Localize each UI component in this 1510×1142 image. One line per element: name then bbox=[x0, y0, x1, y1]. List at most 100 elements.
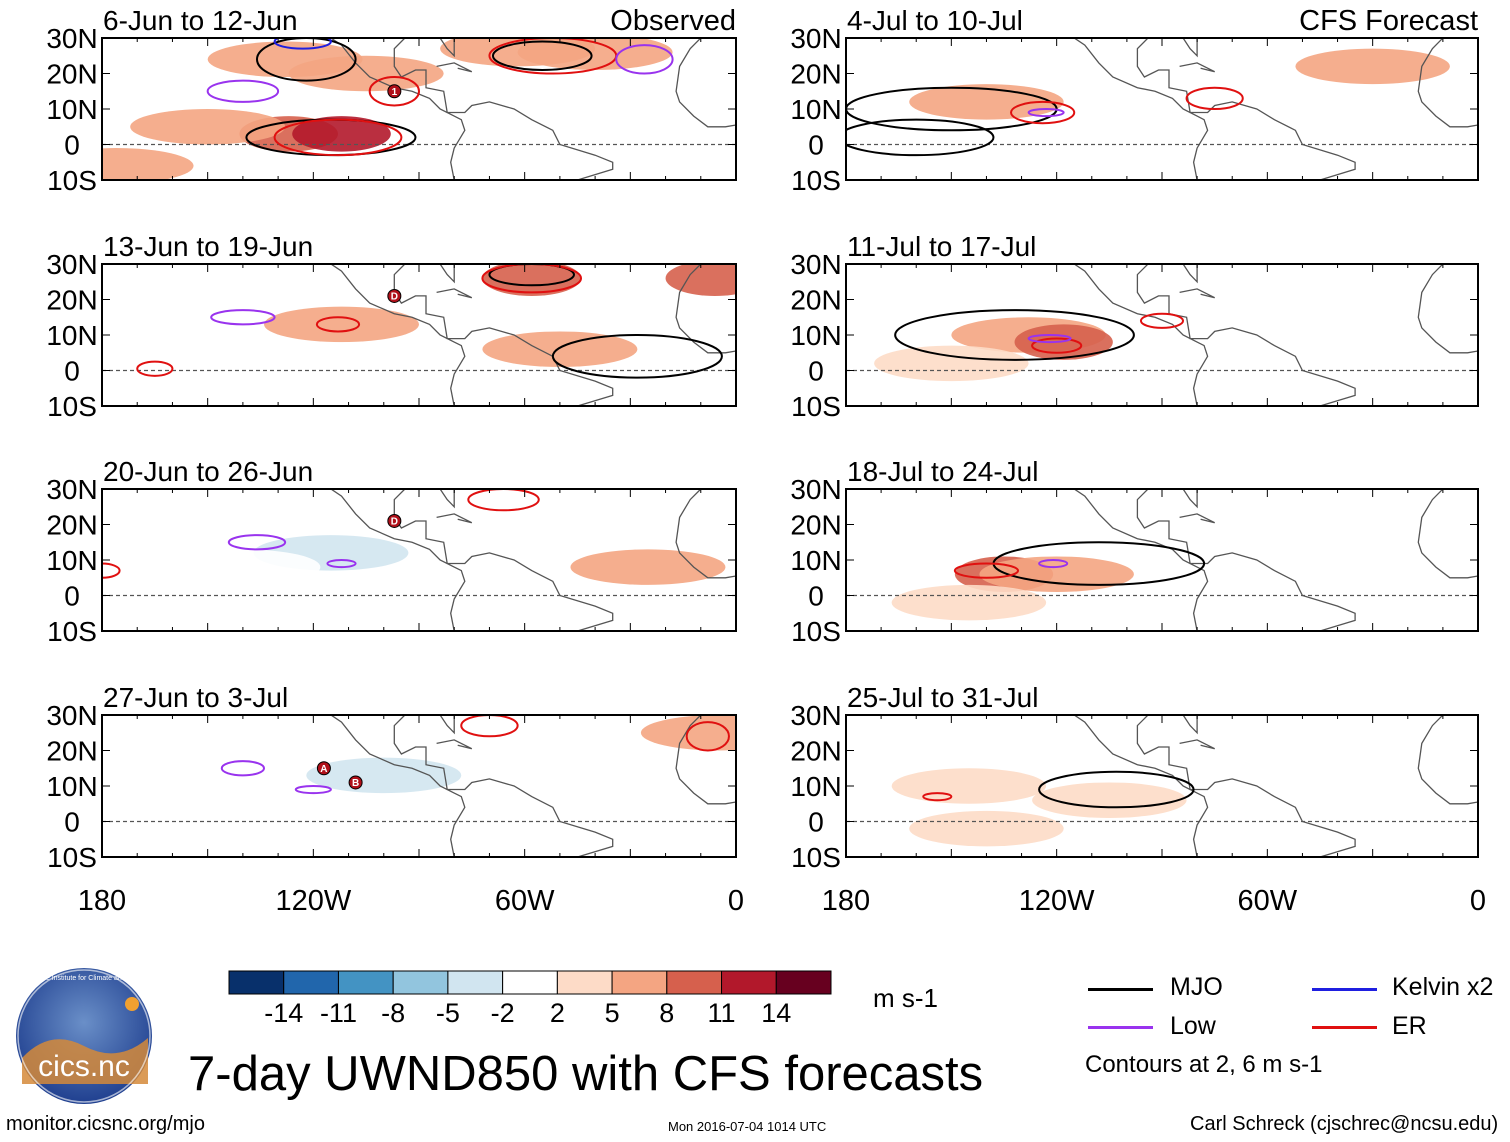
coastline bbox=[1417, 38, 1478, 128]
y-tick-label: 10N bbox=[790, 94, 841, 125]
anomaly-blob bbox=[891, 584, 1047, 621]
y-tick-label: 20N bbox=[790, 59, 841, 90]
anomaly-blob bbox=[165, 549, 321, 585]
site-url[interactable]: monitor.cicsnc.org/mjo bbox=[6, 1113, 205, 1135]
anomaly-blob bbox=[1032, 782, 1187, 818]
colorbar-tick-label: 11 bbox=[708, 998, 736, 1028]
panel-1-2: 30N 20N 10N 0 10S 18-Jul to 24-Jul bbox=[790, 456, 1479, 647]
contour-mjo bbox=[551, 334, 723, 379]
coastline bbox=[1417, 489, 1478, 579]
y-tick-label: 10S bbox=[791, 165, 841, 196]
colorbar-tick-label: 14 bbox=[761, 998, 791, 1028]
panel-1-1: 30N 20N 10N 0 10S 11-Jul to 17-Jul bbox=[790, 231, 1479, 422]
x-tick-label: 0 bbox=[1470, 885, 1486, 917]
legend-line-kelvin bbox=[1312, 988, 1377, 991]
cicsnc-logo: Cooperative Institute for Climate and Sa… bbox=[10, 966, 160, 1106]
y-tick-label: 20N bbox=[46, 59, 97, 90]
coastline bbox=[436, 739, 473, 750]
y-tick-label: 30N bbox=[790, 700, 841, 731]
contour-low bbox=[1027, 108, 1065, 118]
contour-low bbox=[206, 79, 280, 103]
coastline bbox=[675, 38, 736, 128]
anomaly-blob bbox=[909, 810, 1064, 847]
coastline bbox=[278, 489, 614, 631]
y-tick-label: 30N bbox=[46, 474, 97, 505]
legend-label-mjo: MJO bbox=[1170, 973, 1223, 1001]
y-tick-label: 10N bbox=[46, 94, 97, 125]
anomaly-blob bbox=[447, 786, 603, 822]
coastline bbox=[1417, 264, 1478, 354]
coastline bbox=[1021, 38, 1356, 180]
panel-background bbox=[846, 264, 1478, 406]
coastline bbox=[675, 715, 736, 805]
anomaly-blob bbox=[979, 556, 1134, 592]
colorbar-swatch bbox=[611, 970, 668, 995]
y-tick-label: 0 bbox=[808, 356, 824, 387]
legend-label-low: Low bbox=[1170, 1012, 1216, 1040]
anomaly-blob bbox=[570, 549, 726, 585]
storm-marker bbox=[387, 513, 402, 528]
panel-date-label: 6-Jun to 12-Jun bbox=[103, 5, 298, 36]
y-tick-label: 10S bbox=[791, 391, 841, 422]
colorbar-tick-label: -8 bbox=[381, 998, 405, 1028]
panel-date-label: 20-Jun to 26-Jun bbox=[103, 456, 313, 487]
panel-date-label: 25-Jul to 31-Jul bbox=[847, 682, 1038, 713]
y-tick-label: 10S bbox=[791, 842, 841, 873]
contour-low bbox=[210, 309, 276, 326]
colorbar-swatch bbox=[502, 970, 558, 995]
colorbar-tick-label: -2 bbox=[491, 998, 515, 1028]
y-tick-label: 30N bbox=[790, 23, 841, 54]
storm-label: 1 bbox=[392, 87, 398, 98]
colorbar-swatch bbox=[721, 970, 777, 995]
panel-date-label: 4-Jul to 10-Jul bbox=[847, 5, 1023, 36]
y-tick-label: 0 bbox=[64, 130, 80, 161]
column-header: Observed bbox=[610, 5, 736, 37]
anomaly-blob bbox=[271, 342, 427, 378]
colorbar-tick-label: 2 bbox=[550, 998, 565, 1028]
storm-label: D bbox=[391, 516, 398, 527]
panel-date-label: 18-Jul to 24-Jul bbox=[847, 456, 1038, 487]
x-tick-label: 180 bbox=[822, 885, 870, 917]
y-tick-label: 10S bbox=[791, 616, 841, 647]
y-tick-label: 20N bbox=[46, 510, 97, 541]
coastline bbox=[1179, 288, 1215, 299]
y-tick-label: 0 bbox=[64, 581, 80, 612]
contour-er bbox=[467, 489, 540, 512]
panel-1-3: 30N 20N 10N 0 10S 25-Jul to 31-Jul bbox=[790, 682, 1479, 873]
legend-line-er bbox=[1312, 1026, 1377, 1029]
anomaly-blob bbox=[165, 264, 321, 296]
y-tick-label: 0 bbox=[64, 356, 80, 387]
y-tick-label: 10S bbox=[47, 616, 97, 647]
contour-low bbox=[1038, 559, 1069, 569]
y-tick-label: 20N bbox=[46, 285, 97, 316]
colorbar-swatch bbox=[283, 970, 339, 995]
contour-er bbox=[685, 721, 730, 752]
panel-date-label: 13-Jun to 19-Jun bbox=[103, 231, 313, 262]
contour-er bbox=[1139, 312, 1185, 329]
anomaly-blob bbox=[640, 715, 736, 751]
anomaly-blob bbox=[306, 757, 462, 794]
storm-marker bbox=[348, 775, 363, 790]
anomaly-blob bbox=[630, 492, 736, 529]
contour-er bbox=[136, 360, 174, 377]
colorbar-swatch bbox=[447, 970, 504, 995]
storm-label: B bbox=[352, 778, 359, 789]
coastline bbox=[436, 62, 473, 73]
anomaly-blob bbox=[482, 264, 582, 296]
y-tick-label: 0 bbox=[808, 807, 824, 838]
y-tick-label: 30N bbox=[46, 23, 97, 54]
coastline bbox=[436, 513, 473, 524]
contour-er bbox=[315, 316, 361, 333]
x-tick-label: 0 bbox=[728, 885, 744, 917]
colorbar-tick-label: -14 bbox=[264, 998, 303, 1028]
panel-0-0: 1 30N 20N 10N 0 10S 6-Jun to 12-Jun Observed bbox=[46, 5, 737, 196]
coastline bbox=[1417, 715, 1478, 805]
contour-low bbox=[220, 760, 266, 777]
anomaly-blob bbox=[102, 303, 250, 339]
contour-mjo bbox=[894, 309, 1135, 361]
contour-low bbox=[615, 44, 674, 75]
coastline bbox=[675, 264, 736, 354]
y-tick-label: 20N bbox=[46, 736, 97, 767]
y-tick-label: 10N bbox=[790, 320, 841, 351]
coastline bbox=[436, 288, 473, 299]
